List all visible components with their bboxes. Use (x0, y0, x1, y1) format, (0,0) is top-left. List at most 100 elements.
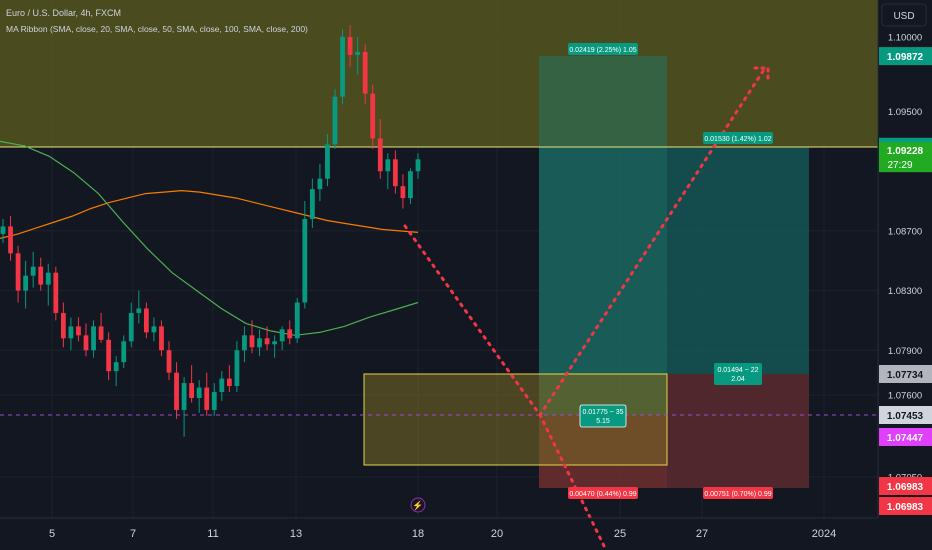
price-badge (879, 47, 932, 66)
candle-body (317, 178, 323, 190)
entry-stats-line2: 5.15 (596, 418, 610, 425)
candle-body (347, 37, 353, 55)
candle-body (362, 51, 368, 94)
candle-body (60, 312, 66, 339)
price-badges: 1.098721.092641.0922827:291.077341.07453… (879, 47, 932, 515)
right-stats-line1: 0.01494 ~ 22 (717, 367, 758, 374)
short-stop-text: 0.00751 (0.70%) 0.99 (704, 491, 771, 498)
ma-200-line (0, 189, 419, 239)
time-tick-label: 13 (290, 528, 302, 540)
price-tick-label: 1.07600 (888, 391, 922, 402)
long-target-text: 0.02419 (2.25%) 1.05 (569, 47, 636, 54)
indicator-title[interactable]: MA Ribbon (SMA, close, 20, SMA, close, 5… (6, 24, 308, 34)
candle-body (151, 326, 157, 333)
candle-body (226, 378, 232, 387)
price-badge-label: 1.06983 (887, 482, 924, 493)
long-stop-text: 0.00470 (0.44%) 0.99 (569, 491, 636, 498)
long-target-label: 0.02419 (2.25%) 1.05 (568, 43, 638, 55)
time-tick-label: 5 (49, 528, 55, 540)
price-axis[interactable]: 1.10000 1.09500 1.08700 1.08300 1.07900 1.076… (877, 0, 932, 550)
candle-body (294, 302, 300, 339)
price-tick-label: 1.08300 (888, 286, 922, 297)
candles (0, 25, 421, 437)
price-tick-label: 1.08700 (888, 226, 922, 237)
time-tick-label: 2024 (812, 528, 836, 540)
right-stats-label: 0.01494 ~ 22 2.04 (714, 363, 762, 385)
time-axis[interactable]: 5 7 11 13 18 20 25 27 2024 (0, 517, 878, 540)
candle-body (211, 392, 217, 410)
candle-body (272, 341, 278, 345)
short-stop-zone (667, 374, 809, 488)
candle-body (23, 275, 29, 291)
time-tick-label: 11 (207, 528, 218, 540)
time-tick-label: 7 (130, 528, 136, 540)
price-badge-label: 1.09228 (887, 146, 924, 157)
entry-stats-line1: 0.01775 ~ 35 (582, 409, 623, 416)
candle-body (325, 144, 330, 179)
candle-body (38, 266, 44, 285)
candle-body (257, 338, 262, 348)
candle-body (91, 326, 96, 351)
candle-body (113, 362, 119, 372)
candle-body (98, 326, 104, 340)
price-badge-label: 1.09872 (887, 52, 924, 63)
projection-arrowhead (753, 66, 770, 83)
candle-body (242, 335, 247, 351)
candle-body (219, 378, 225, 393)
candle-body (189, 383, 195, 398)
right-stats-line2: 2.04 (731, 376, 745, 383)
candle-body (15, 253, 21, 291)
price-badge (879, 477, 932, 495)
price-badge (879, 497, 932, 515)
candle-body (106, 339, 112, 372)
time-tick-label: 18 (412, 528, 424, 540)
candle-body (287, 329, 293, 339)
candle-body (181, 383, 187, 410)
short-target-text: 0.01530 (1.42%) 1.02 (704, 136, 771, 143)
price-badge-label: 1.07734 (887, 370, 924, 381)
candle-body (392, 159, 398, 187)
short-target-zone (539, 147, 809, 374)
entry-stats-label: 0.01775 ~ 35 5.15 (579, 404, 627, 428)
price-badge (879, 365, 932, 383)
projection-up-line (538, 66, 767, 417)
candle-body (68, 326, 74, 339)
candle-body (8, 226, 13, 254)
candle-body (121, 341, 127, 363)
candle-body (136, 308, 142, 313)
candle-body (302, 218, 308, 303)
long-stop-label: 0.00470 (0.44%) 0.99 (568, 487, 638, 499)
candle-body (128, 312, 134, 342)
candle-body (400, 186, 406, 199)
price-badge (879, 142, 932, 173)
candle-body (234, 350, 240, 387)
currency-label: USD (893, 11, 914, 22)
price-badge-label: 1.06983 (887, 502, 924, 513)
price-badge-label: 1.07453 (887, 411, 924, 422)
candle-body (143, 308, 149, 333)
short-stop-label: 0.00751 (0.70%) 0.99 (703, 487, 773, 499)
candle-body (159, 326, 164, 351)
short-target-label: 0.01530 (1.42%) 1.02 (703, 132, 773, 144)
time-tick-label: 25 (614, 528, 626, 540)
candle-body (340, 37, 345, 97)
currency-button[interactable]: USD (881, 3, 927, 27)
candle-body (332, 96, 338, 145)
price-badge-label: 1.07447 (887, 433, 924, 444)
price-tick-label: 1.09500 (888, 107, 922, 118)
candle-body (166, 350, 172, 373)
candle-body (83, 335, 89, 351)
price-tick-label: 1.10000 (888, 33, 922, 44)
candle-body (408, 171, 413, 199)
candle-body (174, 372, 179, 410)
candle-body (30, 266, 36, 276)
ma-20-line (0, 140, 419, 336)
lightning-icon: ⚡ (412, 500, 423, 512)
symbol-title: Euro / U.S. Dollar, 4h, FXCM (6, 8, 121, 18)
candle-body (45, 272, 51, 285)
candle-body (355, 51, 361, 55)
event-marker[interactable]: ⚡ (410, 497, 426, 513)
candle-body (204, 387, 210, 410)
supply-zone (0, 0, 878, 147)
